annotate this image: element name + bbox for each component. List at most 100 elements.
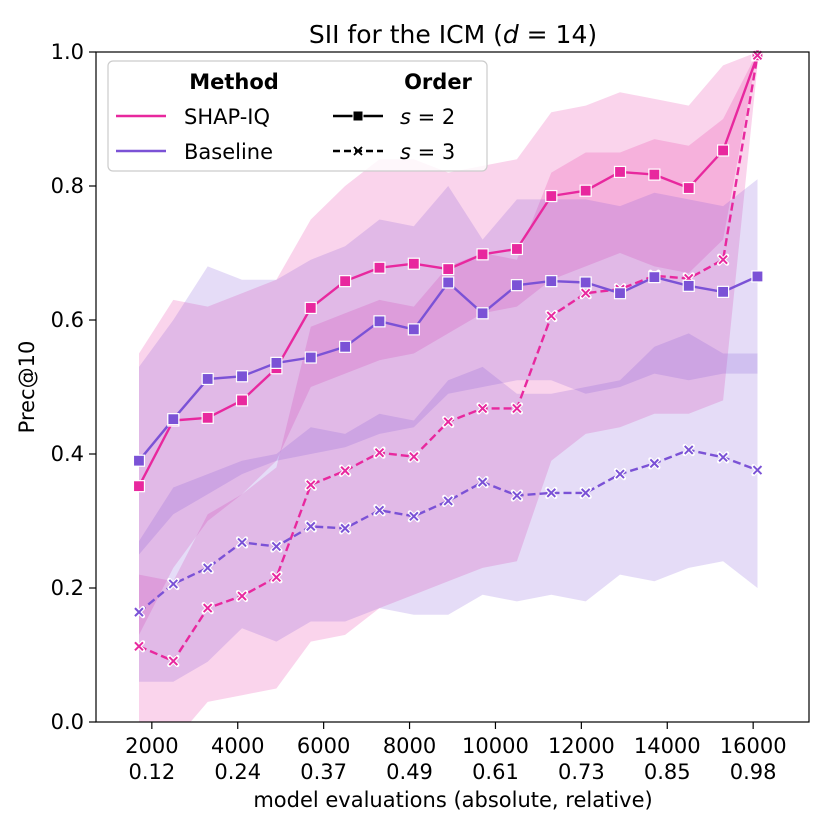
y-axis-label: Prec@10 (15, 341, 39, 434)
shap-iq-s-3-point-cross (752, 50, 763, 61)
baseline-s-2-point (304, 351, 317, 364)
baseline-s-3-point-cross (615, 469, 625, 479)
shap-iq-s-3-point-cross (546, 311, 556, 321)
legend-box (107, 60, 488, 172)
shap-iq-s-3-point-cross (718, 254, 728, 265)
baseline-s-3-point (373, 504, 386, 517)
baseline-s-3-point-cross (340, 523, 350, 534)
baseline-s-3-point (304, 520, 317, 533)
baseline-s-2-point (510, 279, 524, 292)
shap-iq-s-3-point-cross (374, 447, 385, 458)
plot-frame (95, 51, 810, 723)
baseline-s-3-point-cross (752, 465, 763, 475)
baseline-s-2-point (270, 356, 283, 369)
baseline-s-2-point (545, 275, 558, 288)
series-markers (132, 49, 764, 668)
baseline-s-2-point (476, 307, 489, 320)
legend-order2-label: s = 2 (400, 105, 455, 129)
x-tick-label-absolute: 12000 (548, 734, 615, 758)
baseline-s-3-point-cross (306, 521, 316, 532)
shap-iq-s-3-point (339, 464, 352, 477)
x-tick-label-relative: 0.98 (730, 760, 777, 784)
shap-iq-s-3-point (373, 446, 386, 459)
baseline-s-3-point-cross (477, 477, 488, 487)
chart-title: SII for the ICM (d = 14) (309, 20, 597, 49)
shap-iq-s-3-point (545, 309, 558, 323)
y-tick-label: 0.6 (51, 308, 84, 332)
x-tick-label-relative: 0.61 (472, 760, 519, 784)
shap-iq-s-3-point (510, 402, 524, 415)
shap-iq-s-3-band (139, 52, 758, 722)
shap-iq-s-2-point (545, 189, 558, 203)
baseline-s-2-point (167, 413, 180, 426)
baseline-s-3-point (201, 561, 214, 574)
x-tick-label-absolute: 8000 (383, 734, 436, 758)
baseline-s-2-point (235, 370, 249, 383)
shap-iq-s-2-point (510, 242, 524, 256)
baseline-s-3-point (476, 476, 489, 489)
shap-iq-s-2-point (442, 262, 455, 276)
baseline-s-3-point (751, 463, 764, 477)
shap-iq-s-2-point (407, 257, 420, 270)
baseline-s-3-point-cross (374, 505, 385, 515)
shap-iq-s-3-point-cross (134, 641, 144, 651)
baseline-s-3-point-cross (168, 579, 179, 589)
shap-iq-s-3-point (442, 415, 455, 428)
shap-iq-s-3-point-cross (340, 466, 350, 476)
legend-method-header: Method (189, 70, 279, 94)
baseline-s-2-point (373, 315, 386, 328)
baseline-s-3-point (407, 510, 420, 523)
baseline-s-3-point-cross (237, 537, 247, 548)
shap-iq-s-3-point-cross (477, 403, 488, 414)
legend: Method Order SHAP-IQ Baseline s = 2 s = … (107, 60, 488, 172)
baseline-s-2-band (139, 179, 758, 555)
baseline-s-2-point (716, 285, 730, 298)
shap-iq-s-2-point (648, 168, 661, 181)
shap-iq-s-3-point-cross (271, 572, 282, 582)
shap-iq-s-3-point-cross (512, 403, 522, 414)
y-tick-label: 0.8 (51, 174, 84, 198)
shap-iq-s-2-point (235, 394, 249, 407)
baseline-s-2-point (407, 323, 420, 336)
baseline-s-2-point (613, 287, 627, 300)
shap-iq-s-3-point-cross (580, 288, 591, 298)
x-tick-label-relative: 0.85 (644, 760, 691, 784)
shap-iq-s-2-point (339, 275, 352, 288)
x-tick-label-relative: 0.73 (558, 760, 605, 784)
shap-iq-s-3-point (132, 640, 146, 653)
baseline-s-3-point-cross (649, 458, 660, 469)
shap-iq-s-2-point (132, 480, 146, 493)
baseline-s-3-point (442, 494, 455, 507)
shap-iq-s-2-point (682, 181, 695, 195)
baseline-s-3-point (716, 451, 730, 464)
y-tick-label: 1.0 (51, 40, 84, 64)
shap-iq-s-3-point-cross (168, 656, 179, 666)
shap-iq-s-2-point (613, 165, 627, 179)
x-tick-label-relative: 0.37 (300, 760, 347, 784)
baseline-s-3-point (235, 536, 249, 549)
x-tick-label-absolute: 10000 (462, 734, 529, 758)
baseline-s-3-point (545, 486, 558, 499)
y-axis: 0.0 0.2 0.4 0.6 0.8 1.0 (51, 40, 96, 734)
baseline-s-2-point (579, 276, 592, 289)
shap-iq-s-2-point (579, 184, 592, 197)
confidence-bands (139, 52, 758, 722)
baseline-s-3-point-cross (718, 452, 728, 463)
x-tick-label-absolute: 16000 (720, 734, 787, 758)
x-tick-label-relative: 0.12 (128, 760, 175, 784)
x-tick-label-relative: 0.24 (214, 760, 261, 784)
shap-iq-s-3-point (304, 478, 317, 491)
shap-iq-s-3-point (167, 654, 180, 668)
shap-iq-s-2-point (716, 144, 730, 157)
shap-iq-s-3-point (235, 589, 249, 603)
shap-iq-s-3-point (201, 602, 214, 615)
shap-iq-s-2-point (476, 248, 489, 261)
baseline-s-2-point (132, 454, 146, 467)
shap-iq-s-3-point-cross (237, 591, 247, 601)
baseline-s-3-point (613, 468, 627, 481)
baseline-s-3-point-cross (409, 511, 419, 522)
shap-iq-s-3-point-cross (202, 603, 213, 613)
y-tick-label: 0.0 (51, 710, 84, 734)
x-tick-label-absolute: 14000 (634, 734, 701, 758)
